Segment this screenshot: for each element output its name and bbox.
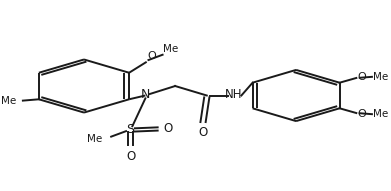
Text: S: S (127, 123, 135, 136)
Text: O: O (163, 122, 172, 135)
Text: Me: Me (163, 44, 179, 54)
Text: N: N (141, 88, 150, 101)
Text: Me: Me (1, 96, 16, 106)
Text: O: O (126, 150, 135, 163)
Text: Me: Me (373, 72, 388, 82)
Text: O: O (357, 72, 366, 82)
Text: O: O (147, 51, 156, 61)
Text: O: O (357, 109, 366, 119)
Text: Me: Me (87, 134, 102, 144)
Text: NH: NH (225, 88, 243, 101)
Text: Me: Me (373, 109, 388, 119)
Text: O: O (199, 126, 208, 139)
